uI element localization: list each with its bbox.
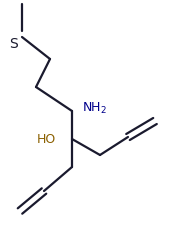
Text: NH$_2$: NH$_2$: [82, 100, 107, 115]
Text: HO: HO: [37, 133, 56, 146]
Text: S: S: [10, 37, 18, 51]
